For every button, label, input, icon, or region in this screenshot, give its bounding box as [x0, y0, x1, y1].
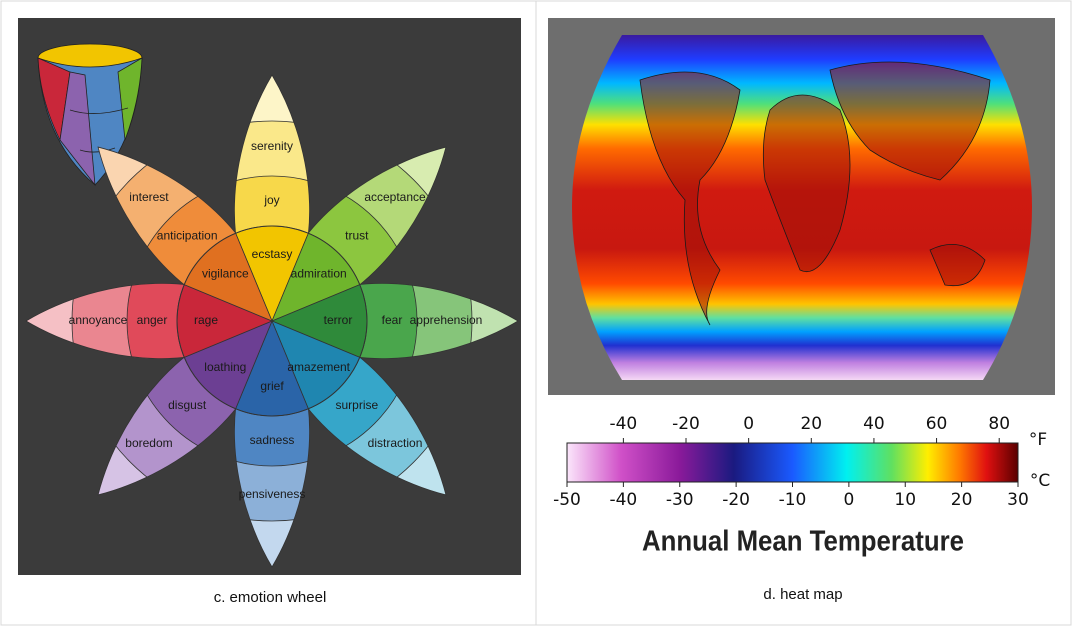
celsius-tick-label: 20 [951, 490, 973, 510]
colorbar [566, 442, 1019, 483]
petal-outer-band [272, 283, 473, 359]
fahrenheit-tick-label: 80 [988, 414, 1010, 434]
emotion-label: acceptance [364, 190, 426, 204]
petal-outer-band [234, 321, 310, 522]
emotion-label: anger [137, 313, 168, 327]
petal-outer-band [71, 283, 272, 359]
emotion-label: interest [129, 190, 169, 204]
emotion-label: pensiveness [239, 487, 306, 501]
petal-middle-band [272, 283, 418, 359]
celsius-tick-label: 10 [894, 490, 916, 510]
celsius-tick-label: -10 [779, 490, 807, 510]
petal-outer-band [234, 120, 310, 321]
emotion-label: amazement [287, 360, 350, 374]
celsius-tick-label: 0 [843, 490, 854, 510]
emotion-label: serenity [251, 139, 293, 153]
emotion-label: rage [194, 313, 218, 327]
petal-middle-band [234, 175, 310, 321]
fahrenheit-tick-label: -40 [609, 414, 637, 434]
emotion-label: trust [345, 228, 369, 242]
emotion-label: annoyance [69, 313, 128, 327]
caption: d. heat map [763, 586, 842, 603]
caption: c. emotion wheel [214, 589, 327, 606]
fahrenheit-tick-label: -20 [672, 414, 700, 434]
celsius-unit: °C [1030, 471, 1050, 491]
colorbar-title: Annual Mean Temperature [642, 526, 964, 558]
emotion-label: apprehension [410, 313, 483, 327]
emotion-label: surprise [336, 398, 379, 412]
colorbar-ticks: -50 -40 -30 -20 -10 0 10 20 30 -40 -20 0 20 40 60 80 [553, 414, 1029, 510]
fahrenheit-tick-label: 20 [800, 414, 822, 434]
petal-middle-band [234, 321, 310, 467]
emotion-label: joy [263, 193, 279, 207]
continents [639, 61, 991, 326]
emotion-label: grief [260, 379, 284, 393]
celsius-tick-label: -20 [722, 490, 750, 510]
emotion-label: vigilance [202, 267, 249, 281]
fahrenheit-unit: °F [1029, 430, 1047, 450]
celsius-tick-label: 30 [1007, 490, 1029, 510]
emotion-label: admiration [291, 267, 347, 281]
emotion-label: distraction [368, 436, 423, 450]
heat-map-panel: -50 -40 -30 -20 -10 0 10 20 30 -40 -20 0 20 40 60 80 °F… [548, 18, 1055, 558]
fahrenheit-tick-label: 60 [926, 414, 948, 434]
emotion-label: terror [324, 313, 353, 327]
emotion-label: sadness [250, 433, 295, 447]
fahrenheit-tick-label: 40 [863, 414, 885, 434]
emotion-wheel-panel: ecstasy joy serenity admiration trust accepta… [18, 18, 521, 575]
fahrenheit-tick-label: 0 [743, 414, 754, 434]
inner-ring [176, 225, 368, 417]
emotion-label: anticipation [157, 228, 218, 242]
celsius-tick-label: -50 [553, 490, 581, 510]
emotion-label: loathing [204, 360, 246, 374]
celsius-tick-label: -40 [609, 490, 637, 510]
emotion-label: fear [382, 313, 403, 327]
emotion-label: ecstasy [252, 247, 293, 261]
celsius-tick-label: -30 [666, 490, 694, 510]
emotion-label: disgust [168, 398, 207, 412]
emotion-label: boredom [125, 436, 172, 450]
petal-middle-band [126, 283, 272, 359]
